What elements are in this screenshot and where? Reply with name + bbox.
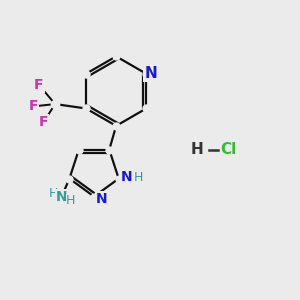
- Text: H: H: [190, 142, 203, 158]
- Text: F: F: [28, 99, 38, 113]
- Text: H: H: [49, 187, 58, 200]
- Text: N: N: [145, 66, 157, 81]
- Text: N: N: [96, 192, 107, 206]
- Text: N: N: [121, 170, 133, 184]
- Text: H: H: [134, 171, 143, 184]
- Text: H: H: [66, 194, 75, 208]
- Text: N: N: [56, 190, 68, 204]
- Text: Cl: Cl: [221, 142, 237, 158]
- Text: F: F: [34, 78, 44, 92]
- Text: F: F: [39, 115, 48, 129]
